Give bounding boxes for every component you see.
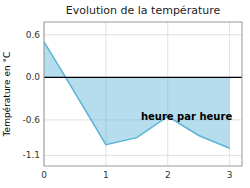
area	[44, 42, 230, 148]
tick-label: 0.6	[26, 30, 41, 40]
plot-area	[44, 22, 242, 166]
tick-label: 1	[103, 170, 109, 180]
line	[44, 42, 230, 148]
zero-line	[44, 77, 242, 78]
tick-label: 2	[165, 170, 171, 180]
series-group	[44, 42, 230, 148]
tick-label: 0.0	[26, 72, 41, 82]
title: Evolution de la température	[66, 4, 221, 17]
chart: -1.1 -0.6 0.0 0.6 0 1 2 3 heure par heure Evoluti…	[0, 0, 250, 188]
grid-line	[44, 155, 242, 156]
tick-label: 0	[41, 170, 47, 180]
grid-line	[44, 34, 242, 35]
grid-line	[44, 77, 242, 78]
tick-label: -1.1	[22, 150, 40, 160]
axis-label: Température en °C	[2, 52, 12, 138]
tick-label: -0.6	[22, 115, 40, 125]
plot-frame	[44, 22, 242, 166]
annotation: heure par heure	[141, 111, 232, 122]
tick-label: 3	[227, 170, 233, 180]
